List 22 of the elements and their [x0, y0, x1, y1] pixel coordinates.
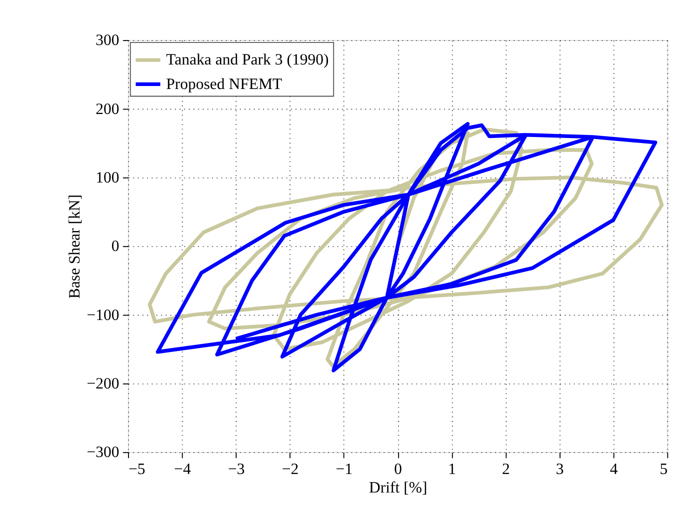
x-tick-label: −4 [174, 460, 191, 478]
x-tick-label: 5 [660, 460, 668, 478]
y-tick-label: 300 [96, 32, 120, 50]
y-tick-label: −300 [86, 444, 120, 462]
x-tick-label: 0 [394, 460, 402, 478]
legend-label: Proposed NFEMT [166, 76, 283, 93]
y-tick-label: 200 [96, 100, 120, 118]
y-axis-title: Base Shear [kN] [66, 194, 84, 299]
y-tick-label: 0 [111, 238, 120, 256]
x-axis-title: Drift [%] [368, 479, 428, 496]
legend-label: Tanaka and Park 3 (1990) [166, 52, 329, 69]
x-tick-label: −5 [128, 460, 146, 478]
x-tick-label: 4 [610, 460, 618, 478]
x-tick-label: 3 [556, 460, 564, 478]
x-tick-label: 2 [502, 460, 510, 478]
x-tick-label: −1 [336, 460, 353, 478]
y-tick-label: −100 [86, 306, 120, 324]
x-tick-label: −2 [282, 460, 299, 478]
x-tick-label: 1 [448, 460, 456, 478]
y-tick-label: −200 [86, 376, 120, 393]
x-tick-label: −3 [228, 460, 245, 478]
y-tick-label: 100 [96, 170, 120, 187]
